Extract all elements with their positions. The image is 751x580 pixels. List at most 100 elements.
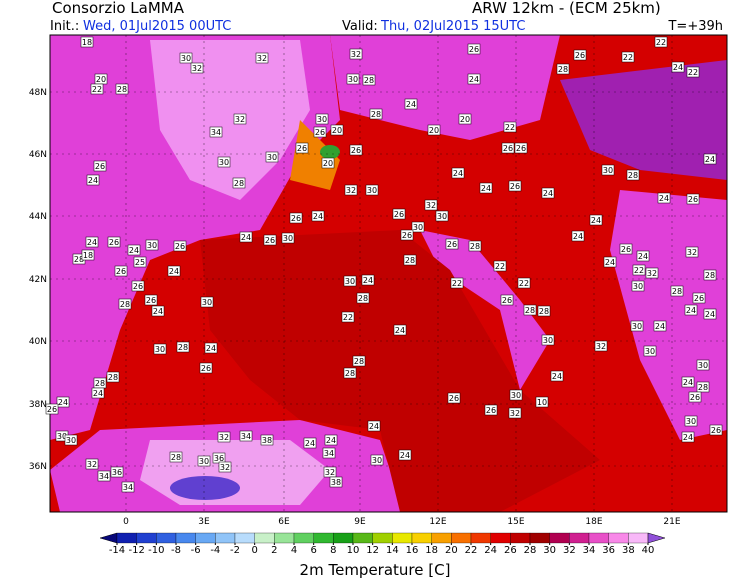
station-box	[97, 470, 111, 482]
colorbar-box	[274, 532, 295, 544]
station-box	[398, 449, 412, 461]
station-value: 24	[241, 233, 251, 242]
station-value: 28	[354, 357, 364, 366]
station-value: 32	[219, 433, 229, 442]
station-value: 22	[688, 68, 698, 77]
station-box	[645, 267, 659, 279]
station-value: 28	[120, 300, 130, 309]
station-value: 30	[645, 347, 655, 356]
colorbar-label: -2	[230, 545, 240, 556]
colorbar-label: -4	[210, 545, 220, 556]
colorbar-label: 22	[465, 545, 478, 556]
colorbar-box	[175, 532, 196, 544]
station-box	[169, 451, 183, 463]
station-value: 32	[647, 269, 657, 278]
colorbar-label: 40	[642, 545, 655, 556]
station-box	[365, 184, 379, 196]
station-value: 30	[511, 391, 521, 400]
station-value: 24	[313, 212, 323, 221]
station-box	[500, 294, 514, 306]
station-value: 10	[537, 398, 547, 407]
station-box	[403, 254, 417, 266]
colorbar-box	[569, 532, 590, 544]
station-value: 32	[257, 54, 267, 63]
station-value: 28	[117, 85, 127, 94]
station-value: 30	[155, 345, 165, 354]
station-value: 26	[291, 214, 301, 223]
station-box	[657, 192, 671, 204]
station-box	[115, 83, 129, 95]
station-value: 26	[510, 182, 520, 191]
station-box	[517, 277, 531, 289]
station-value: 24	[93, 389, 103, 398]
station-box	[467, 73, 481, 85]
station-value: 28	[371, 110, 381, 119]
station-value: 26	[502, 296, 512, 305]
station-box	[670, 285, 684, 297]
station-value: 24	[453, 169, 463, 178]
station-value: 24	[552, 372, 562, 381]
station-box	[671, 61, 685, 73]
station-box	[255, 52, 269, 64]
station-box	[400, 229, 414, 241]
station-value: 32	[325, 468, 335, 477]
station-value: 24	[153, 307, 163, 316]
station-box	[479, 182, 493, 194]
map-frame	[49, 34, 728, 513]
station-value: 26	[486, 406, 496, 415]
colorbar-box	[549, 532, 570, 544]
station-value: 28	[95, 379, 105, 388]
colorbar-box	[136, 532, 157, 544]
station-box	[265, 151, 279, 163]
station-box	[179, 52, 193, 64]
station-value: 32	[235, 115, 245, 124]
station-box	[239, 430, 253, 442]
station-value: 26	[265, 236, 275, 245]
station-box	[685, 246, 699, 258]
station-box	[450, 277, 464, 289]
station-box	[362, 74, 376, 86]
station-value: 30	[219, 158, 229, 167]
colorbar-label: 34	[583, 545, 596, 556]
colorbar-label: -14	[109, 545, 125, 556]
station-value: 26	[351, 146, 361, 155]
colorbar-label: 28	[524, 545, 537, 556]
colorbar-box	[372, 532, 393, 544]
station-value: 28	[628, 171, 638, 180]
colorbar-end	[99, 532, 118, 544]
station-box	[204, 342, 218, 354]
station-box	[589, 214, 603, 226]
lon-label: 18E	[585, 517, 602, 527]
station-value: 34	[324, 449, 334, 458]
station-box	[435, 210, 449, 222]
station-box	[167, 265, 181, 277]
station-box	[303, 437, 317, 449]
init: Wed, 01Jul2015 00UTC	[83, 19, 231, 34]
station-box	[537, 305, 551, 317]
colorbar-box	[234, 532, 255, 544]
station-value: 26	[516, 144, 526, 153]
station-box	[630, 320, 644, 332]
station-value: 24	[705, 310, 715, 319]
station-box	[106, 371, 120, 383]
station-box	[86, 174, 100, 186]
station-value: 34	[211, 128, 221, 137]
station-box	[90, 83, 104, 95]
colorbar-label: -6	[191, 545, 201, 556]
station-box	[133, 256, 147, 268]
station-box	[349, 48, 363, 60]
station-value: 24	[406, 100, 416, 109]
station-box	[573, 49, 587, 61]
station-value: 24	[638, 252, 648, 261]
station-box	[190, 62, 204, 74]
colorbar-box	[392, 532, 413, 544]
station-value: 24	[206, 344, 216, 353]
station-box	[91, 387, 105, 399]
station-box	[367, 420, 381, 432]
station-box	[632, 264, 646, 276]
station-value: 28	[108, 373, 118, 382]
station-value: 24	[705, 155, 715, 164]
station-box	[541, 334, 555, 346]
station-box	[523, 304, 537, 316]
station-box	[233, 113, 247, 125]
